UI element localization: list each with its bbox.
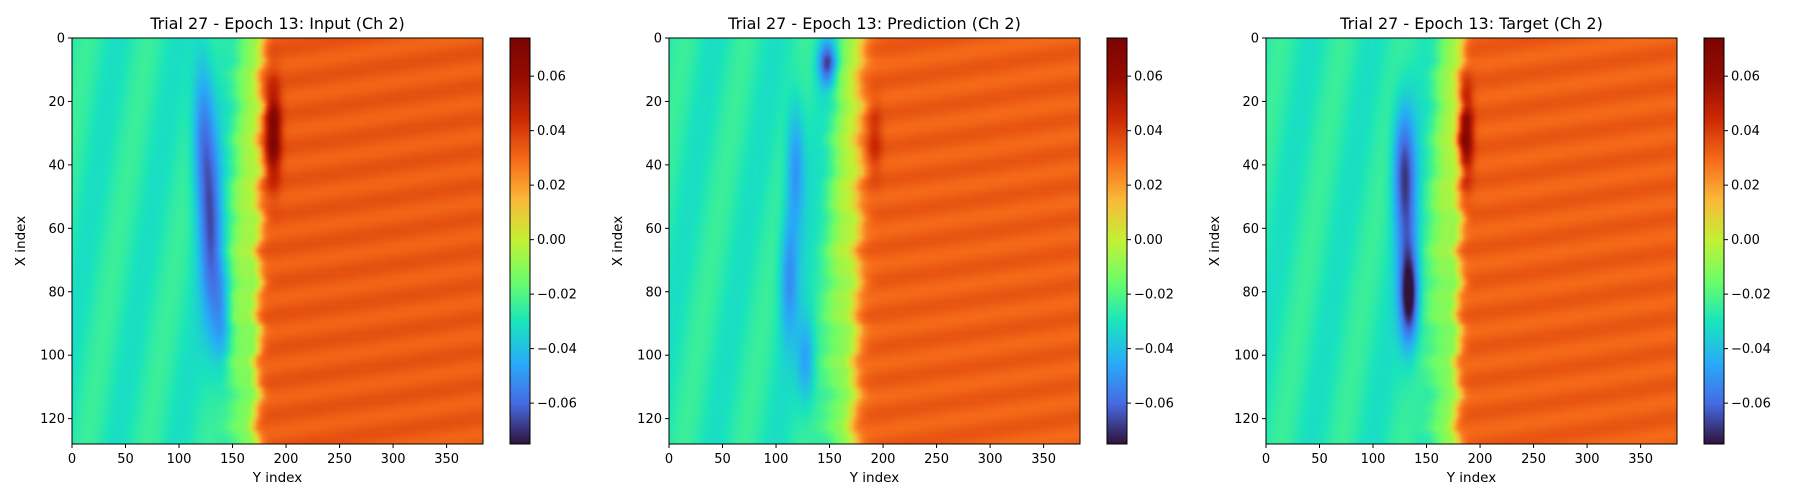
x-tick-label: 350	[434, 452, 459, 467]
x-tick-label: 250	[327, 452, 352, 467]
x-tick-label: 250	[1521, 452, 1546, 467]
colorbar-gradient	[1703, 37, 1725, 445]
heatmap-image	[1266, 38, 1677, 444]
colorbar-tick-label: −0.02	[1134, 288, 1174, 303]
x-axis-label: Y index	[1446, 470, 1496, 486]
colorbar-tick-label: 0.00	[1731, 233, 1760, 248]
colorbar: 0.06 0.04 0.02 0.00 −0.02 −0.04 −0.06	[1703, 37, 1771, 445]
y-tick-label: 60	[48, 222, 65, 237]
x-tick-label: 200	[1468, 452, 1493, 467]
x-tick-label: 150	[817, 452, 842, 467]
x-tick-label: 300	[1575, 452, 1600, 467]
x-tick-label: 150	[220, 452, 245, 467]
colorbar-tick-label: −0.04	[1731, 342, 1771, 357]
heatmap-panel-3: Trial 27 - Epoch 13: Target (Ch 2) 0 50 100…	[1207, 14, 1771, 486]
y-tick-label: 80	[48, 285, 65, 300]
colorbar-tick-label: 0.06	[537, 70, 566, 85]
y-axis-label: X index	[1207, 216, 1223, 266]
x-tick-label: 50	[1311, 452, 1328, 467]
axes-frame	[71, 37, 484, 445]
x-tick-label: 0	[1262, 452, 1270, 467]
y-tick-label: 80	[645, 285, 662, 300]
axes-frame	[1265, 37, 1678, 445]
colorbar-tick-label: 0.00	[1134, 233, 1163, 248]
heatmap-panel-1: Trial 27 - Epoch 13: Input (Ch 2) 0 50 100 1…	[13, 14, 577, 486]
y-tick-label: 40	[1242, 158, 1259, 173]
y-axis-label: X index	[13, 216, 29, 266]
y-tick-label: 40	[48, 158, 65, 173]
x-tick-label: 350	[1031, 452, 1056, 467]
colorbar-tick-label: 0.04	[1731, 124, 1760, 139]
x-tick-label: 100	[764, 452, 789, 467]
colorbar: 0.06 0.04 0.02 0.00 −0.02 −0.04 −0.06	[509, 37, 577, 445]
x-tick-label: 250	[924, 452, 949, 467]
y-tick-label: 20	[645, 95, 662, 110]
y-tick-label: 80	[1242, 285, 1259, 300]
y-tick-label: 0	[57, 32, 65, 47]
colorbar-tick-label: −0.06	[1731, 397, 1771, 412]
heatmap-image	[669, 38, 1080, 444]
chart-title: Trial 27 - Epoch 13: Target (Ch 2)	[1339, 14, 1603, 33]
y-tick-label: 120	[40, 412, 65, 427]
colorbar-tick-label: −0.06	[1134, 397, 1174, 412]
x-tick-label: 100	[1361, 452, 1386, 467]
heatmap-image	[72, 38, 483, 444]
x-tick-label: 0	[665, 452, 673, 467]
y-tick-label: 100	[1234, 349, 1259, 364]
x-tick-label: 200	[274, 452, 299, 467]
y-tick-label: 120	[1234, 412, 1259, 427]
x-tick-label: 50	[714, 452, 731, 467]
colorbar-tick-label: 0.04	[1134, 124, 1163, 139]
x-tick-label: 350	[1628, 452, 1653, 467]
colorbar-gradient	[509, 37, 531, 445]
y-tick-label: 120	[637, 412, 662, 427]
y-tick-label: 100	[637, 349, 662, 364]
x-tick-label: 200	[871, 452, 896, 467]
colorbar-tick-label: 0.06	[1731, 70, 1760, 85]
x-tick-label: 0	[68, 452, 76, 467]
x-tick-label: 300	[978, 452, 1003, 467]
axes-frame	[668, 37, 1081, 445]
colorbar-tick-label: −0.06	[537, 397, 577, 412]
colorbar-tick-label: −0.04	[537, 342, 577, 357]
colorbar-tick-label: 0.02	[537, 179, 566, 194]
x-axis-label: Y index	[252, 470, 302, 486]
colorbar-tick-label: 0.02	[1134, 179, 1163, 194]
colorbar-gradient	[1106, 37, 1128, 445]
colorbar-tick-label: 0.04	[537, 124, 566, 139]
y-tick-label: 0	[654, 32, 662, 47]
y-tick-label: 40	[645, 158, 662, 173]
x-tick-label: 50	[117, 452, 134, 467]
x-tick-label: 100	[167, 452, 192, 467]
y-axis-label: X index	[610, 216, 626, 266]
chart-title: Trial 27 - Epoch 13: Input (Ch 2)	[149, 14, 405, 33]
y-tick-label: 100	[40, 349, 65, 364]
y-tick-label: 0	[1251, 32, 1259, 47]
x-tick-label: 300	[381, 452, 406, 467]
y-tick-label: 60	[1242, 222, 1259, 237]
colorbar-tick-label: −0.04	[1134, 342, 1174, 357]
colorbar: 0.06 0.04 0.02 0.00 −0.02 −0.04 −0.06	[1106, 37, 1174, 445]
x-tick-label: 150	[1414, 452, 1439, 467]
heatmap-panel-2: Trial 27 - Epoch 13: Prediction (Ch 2) 0 5…	[610, 14, 1174, 486]
colorbar-tick-label: −0.02	[537, 288, 577, 303]
colorbar-tick-label: −0.02	[1731, 288, 1771, 303]
colorbar-tick-label: 0.00	[537, 233, 566, 248]
colorbar-tick-label: 0.06	[1134, 70, 1163, 85]
y-tick-label: 20	[1242, 95, 1259, 110]
y-tick-label: 60	[645, 222, 662, 237]
x-axis-label: Y index	[849, 470, 899, 486]
colorbar-tick-label: 0.02	[1731, 179, 1760, 194]
chart-title: Trial 27 - Epoch 13: Prediction (Ch 2)	[727, 14, 1021, 33]
y-tick-label: 20	[48, 95, 65, 110]
